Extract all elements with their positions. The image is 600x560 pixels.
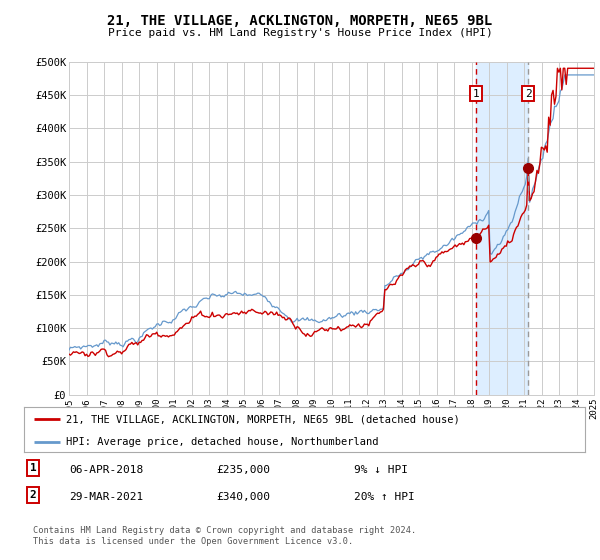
Text: 06-APR-2018: 06-APR-2018 (69, 465, 143, 475)
Text: 2: 2 (29, 490, 37, 500)
Text: £235,000: £235,000 (216, 465, 270, 475)
Text: £340,000: £340,000 (216, 492, 270, 502)
Text: 21, THE VILLAGE, ACKLINGTON, MORPETH, NE65 9BL (detached house): 21, THE VILLAGE, ACKLINGTON, MORPETH, NE… (66, 414, 460, 424)
Text: 1: 1 (29, 463, 37, 473)
Text: 29-MAR-2021: 29-MAR-2021 (69, 492, 143, 502)
Text: 20% ↑ HPI: 20% ↑ HPI (354, 492, 415, 502)
Text: 1: 1 (473, 88, 479, 99)
Bar (476, 62, 528, 395)
Text: HPI: Average price, detached house, Northumberland: HPI: Average price, detached house, Nort… (66, 437, 379, 447)
Text: 21, THE VILLAGE, ACKLINGTON, MORPETH, NE65 9BL: 21, THE VILLAGE, ACKLINGTON, MORPETH, NE… (107, 14, 493, 28)
Text: 2: 2 (525, 88, 532, 99)
Text: 9% ↓ HPI: 9% ↓ HPI (354, 465, 408, 475)
Text: Price paid vs. HM Land Registry's House Price Index (HPI): Price paid vs. HM Land Registry's House … (107, 28, 493, 38)
Text: Contains HM Land Registry data © Crown copyright and database right 2024.
This d: Contains HM Land Registry data © Crown c… (33, 526, 416, 546)
